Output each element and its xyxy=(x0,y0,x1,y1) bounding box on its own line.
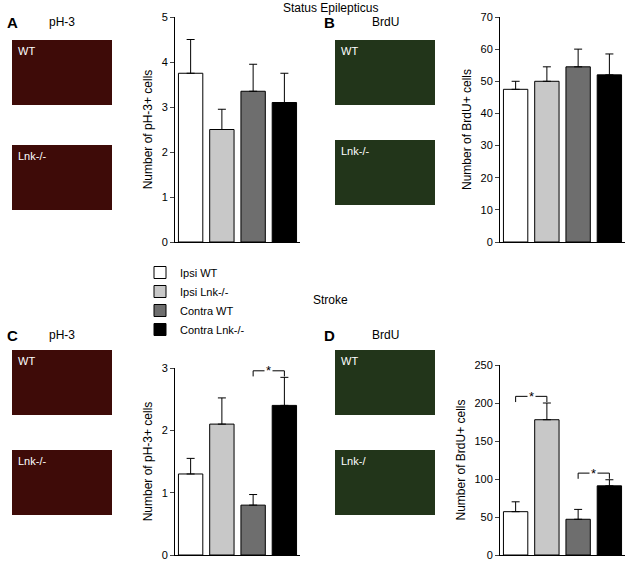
svg-text:pH-3: pH-3 xyxy=(49,328,75,342)
svg-text:D: D xyxy=(324,327,335,344)
svg-text:0: 0 xyxy=(487,549,493,561)
svg-text:5: 5 xyxy=(162,11,168,23)
svg-text:1: 1 xyxy=(162,191,168,203)
svg-text:BrdU: BrdU xyxy=(372,15,399,29)
svg-text:1: 1 xyxy=(162,487,168,499)
svg-text:Lnk-/-: Lnk-/- xyxy=(18,150,46,162)
svg-text:B: B xyxy=(324,14,335,31)
svg-text:WT: WT xyxy=(18,45,35,57)
svg-text:Lnk-/-: Lnk-/- xyxy=(341,145,369,157)
svg-text:Number of pH-3+ cells: Number of pH-3+ cells xyxy=(141,70,155,190)
svg-text:C: C xyxy=(7,327,18,344)
svg-text:Ipsi WT: Ipsi WT xyxy=(180,267,218,279)
svg-text:Number of BrdU+ cells: Number of BrdU+ cells xyxy=(454,399,468,520)
svg-text:50: 50 xyxy=(481,75,493,87)
svg-text:150: 150 xyxy=(474,435,492,447)
svg-text:A: A xyxy=(7,14,18,31)
svg-text:100: 100 xyxy=(474,473,492,485)
svg-text:50: 50 xyxy=(481,511,493,523)
svg-text:4: 4 xyxy=(162,56,168,68)
svg-text:Number of BrdU+ cells: Number of BrdU+ cells xyxy=(460,69,474,190)
svg-text:*: * xyxy=(529,389,534,404)
svg-text:20: 20 xyxy=(481,172,493,184)
svg-text:Contra WT: Contra WT xyxy=(180,305,233,317)
svg-text:0: 0 xyxy=(162,549,168,561)
svg-text:Contra Lnk-/-: Contra Lnk-/- xyxy=(180,324,245,336)
svg-text:0: 0 xyxy=(487,236,493,248)
svg-text:3: 3 xyxy=(162,101,168,113)
svg-text:WT: WT xyxy=(18,355,35,367)
svg-text:70: 70 xyxy=(481,11,493,23)
svg-text:3: 3 xyxy=(162,362,168,374)
svg-text:10: 10 xyxy=(481,204,493,216)
svg-text:Ipsi Lnk-/-: Ipsi Lnk-/- xyxy=(180,286,229,298)
svg-text:2: 2 xyxy=(162,424,168,436)
svg-text:*: * xyxy=(266,363,271,378)
svg-text:Lnk-/: Lnk-/ xyxy=(341,455,366,467)
svg-text:60: 60 xyxy=(481,43,493,55)
svg-text:Number of pH-3+ cells: Number of pH-3+ cells xyxy=(141,402,155,522)
svg-text:Status Epilepticus: Status Epilepticus xyxy=(283,1,378,15)
svg-text:40: 40 xyxy=(481,107,493,119)
svg-text:200: 200 xyxy=(474,397,492,409)
svg-text:2: 2 xyxy=(162,146,168,158)
svg-text:BrdU: BrdU xyxy=(372,328,399,342)
svg-text:WT: WT xyxy=(341,355,358,367)
svg-text:30: 30 xyxy=(481,139,493,151)
svg-text:250: 250 xyxy=(474,359,492,371)
svg-text:Stroke: Stroke xyxy=(313,293,348,307)
svg-text:*: * xyxy=(591,466,596,481)
svg-text:0: 0 xyxy=(162,236,168,248)
svg-text:WT: WT xyxy=(341,45,358,57)
svg-text:pH-3: pH-3 xyxy=(49,15,75,29)
svg-text:Lnk-/-: Lnk-/- xyxy=(18,455,46,467)
